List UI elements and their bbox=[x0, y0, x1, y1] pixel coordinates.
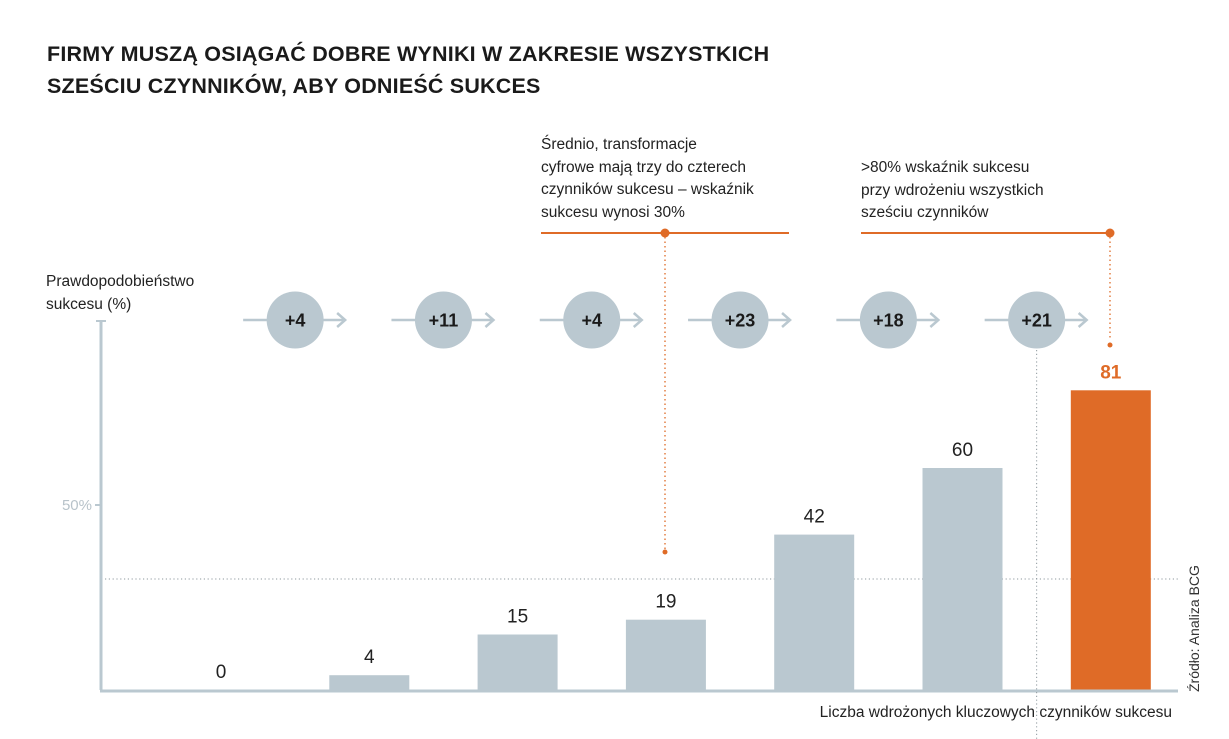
arrow-right-icon bbox=[632, 312, 644, 328]
bar-value-label: 42 bbox=[804, 507, 825, 528]
bar bbox=[477, 634, 558, 690]
bar bbox=[922, 468, 1003, 690]
increment-circle bbox=[711, 291, 769, 349]
bar-value-label: 15 bbox=[507, 607, 528, 628]
source-note: Źródło: Analiza BCG bbox=[1186, 565, 1202, 692]
increment-label: +4 bbox=[285, 311, 306, 331]
annotation-average-line: sukcesu wynosi 30% bbox=[541, 203, 685, 221]
bar bbox=[774, 534, 855, 690]
plot-area: 50% 0 4 15 19 42 60 81 +4 +11 +4 +23 +18 +21 bbox=[62, 291, 1178, 739]
y-axis-label-line-2: sukcesu (%) bbox=[46, 296, 132, 313]
annotation-average-line: cyfrowe mają trzy do czterech bbox=[541, 158, 747, 176]
increment-label: +18 bbox=[873, 311, 904, 331]
bar bbox=[625, 619, 706, 690]
increment-circle bbox=[266, 291, 324, 349]
chart-title-line-2: SZEŚCIU CZYNNIKÓW, ABY ODNIEŚĆ SUKCES bbox=[47, 74, 541, 98]
chart-title-line-1: FIRMY MUSZĄ OSIĄGAĆ DOBRE WYNIKI W ZAKRE… bbox=[47, 42, 770, 66]
increment-circle bbox=[1008, 291, 1066, 349]
arrow-right-icon bbox=[484, 312, 496, 328]
increment-circle bbox=[859, 291, 917, 349]
bar-value-label: 81 bbox=[1100, 362, 1122, 383]
arrow-right-icon bbox=[929, 312, 941, 328]
annotation-average-line: czynników sukcesu – wskaźnik bbox=[541, 181, 754, 198]
annotation-all-six-line: >80% wskaźnik sukcesu bbox=[861, 159, 1030, 176]
bar bbox=[1070, 390, 1151, 690]
y-tick-label: 50% bbox=[62, 497, 92, 514]
bar-value-label: 4 bbox=[364, 647, 375, 668]
annotation-average-marker bbox=[660, 228, 670, 238]
y-axis-label-line-1: Prawdopodobieństwo bbox=[46, 273, 195, 290]
chart-title: FIRMY MUSZĄ OSIĄGAĆ DOBRE WYNIKI W ZAKRE… bbox=[47, 38, 947, 102]
arrow-right-icon bbox=[781, 312, 792, 328]
bar-value-label: 0 bbox=[216, 662, 227, 683]
bar-value-label: 19 bbox=[655, 592, 676, 613]
increment-circle bbox=[563, 291, 621, 349]
annotation-all-six-line: sześciu czynników bbox=[861, 204, 989, 221]
increment-label: +23 bbox=[725, 311, 756, 331]
increment-label: +11 bbox=[429, 311, 459, 331]
annotation-average-line: Średnio, transformacje bbox=[541, 136, 697, 153]
annotation-all-six: >80% wskaźnik sukcesu przy wdrożeniu wsz… bbox=[861, 157, 1044, 225]
annotation-all-six-line: przy wdrożeniu wszystkich bbox=[861, 181, 1044, 199]
arrow-right-icon bbox=[1077, 312, 1089, 328]
increment-circle bbox=[414, 291, 472, 349]
x-axis-label: Liczba wdrożonych kluczowych czynników s… bbox=[819, 704, 1172, 721]
arrow-right-icon bbox=[336, 312, 348, 328]
increment-label: +21 bbox=[1021, 311, 1052, 331]
bar-value-label: 60 bbox=[952, 440, 973, 461]
y-axis-label: Prawdopodobieństwo sukcesu (%) bbox=[46, 270, 194, 316]
annotation-average: Średnio, transformacje cyfrowe mają trzy… bbox=[541, 134, 754, 224]
annotation-all-six-end-dot bbox=[1107, 342, 1113, 348]
annotation-all-six-marker bbox=[1105, 228, 1115, 238]
annotation-average-end-dot bbox=[662, 549, 668, 555]
bar bbox=[329, 675, 410, 690]
increment-label: +4 bbox=[581, 311, 602, 331]
